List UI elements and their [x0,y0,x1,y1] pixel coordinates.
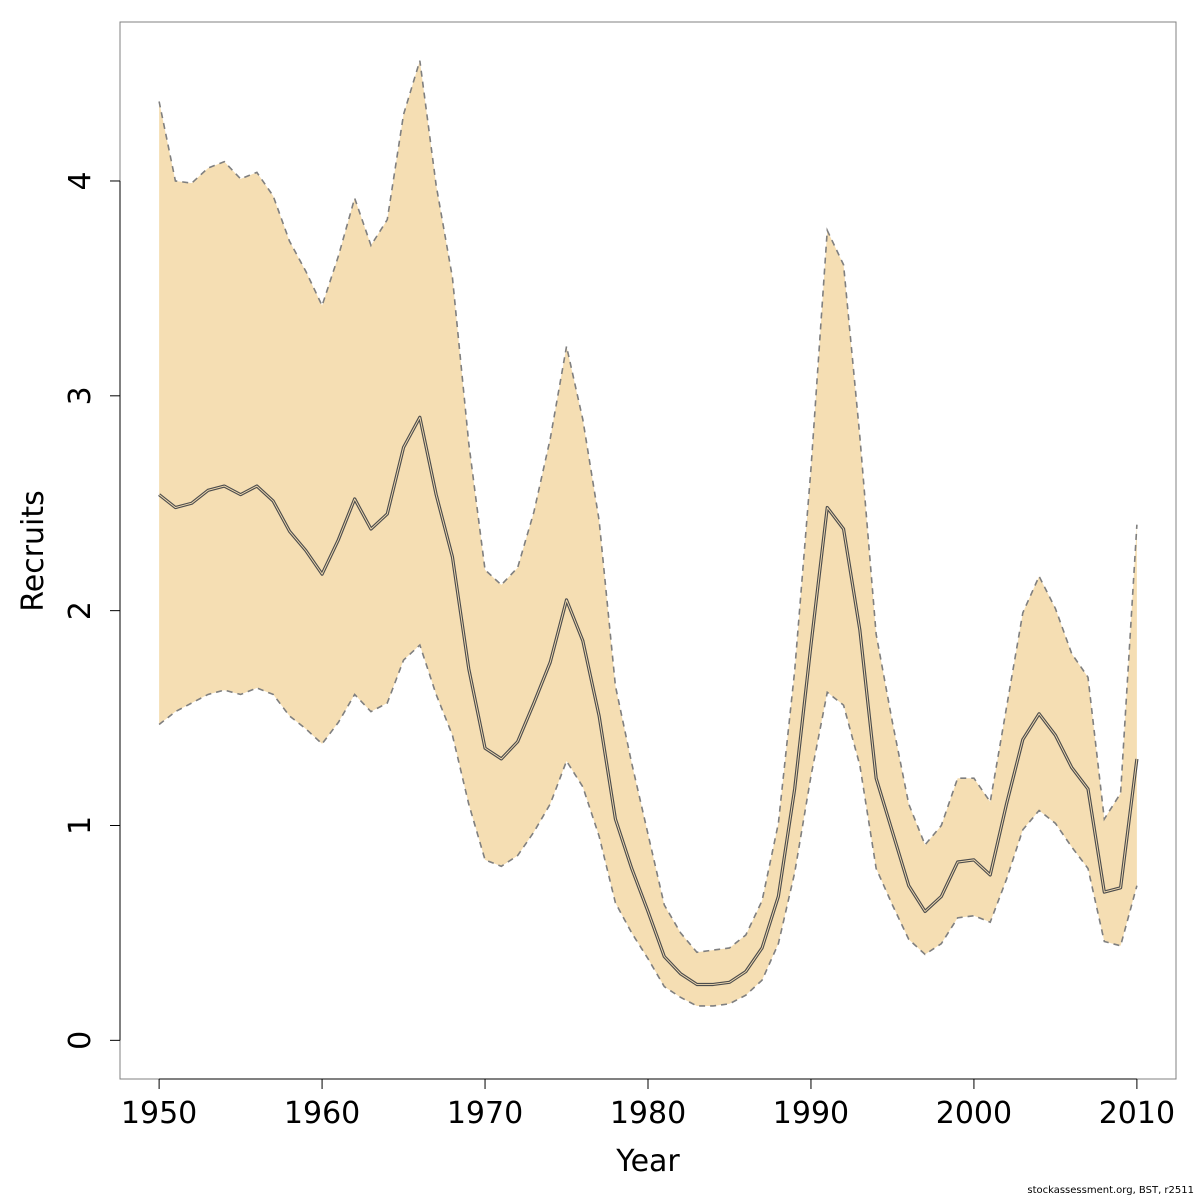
series-line-layer [158,60,1139,1007]
x-tick-label: 1980 [610,1096,686,1131]
x-axis: 1950 1960 1970 1980 1990 2000 2010 [121,1078,1175,1131]
y-axis-title: Recruits [16,490,51,612]
lower-bound-line [158,643,1138,1007]
x-tick-label: 1950 [121,1096,197,1131]
y-tick-label: 3 [63,386,98,405]
x-tick-label: 1960 [284,1096,360,1131]
y-axis: 0 1 2 3 4 [63,171,121,1050]
y-tick-label: 0 [63,1031,98,1050]
source-footnote: stockassessment.org, BST, r2511 [1027,1185,1194,1196]
x-tick-label: 1970 [447,1096,523,1131]
x-axis-title: Year [615,1144,680,1179]
x-tick-label: 1990 [773,1096,849,1131]
median-line-highlight [158,416,1138,985]
x-tick-label: 2000 [936,1096,1012,1131]
y-tick-label: 1 [63,816,98,835]
upper-bound-line [158,60,1138,954]
confidence-band [159,60,1137,1006]
confidence-band-layer [159,60,1137,1006]
y-tick-label: 2 [63,601,98,620]
y-tick-label: 4 [63,171,98,190]
x-tick-label: 2010 [1099,1096,1175,1131]
